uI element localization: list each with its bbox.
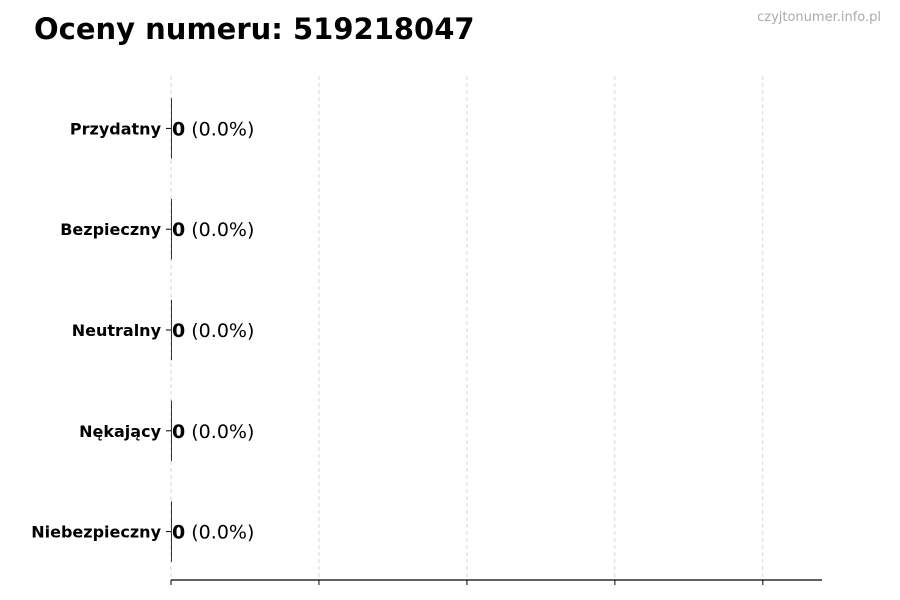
y-tick-label: Bezpieczny [60, 220, 161, 239]
data-label-percent: (0.0%) [185, 421, 254, 443]
y-tick-label: Przydatny [70, 119, 162, 138]
data-label: 0 (0.0%) [172, 522, 254, 544]
data-label-count: 0 [172, 522, 185, 544]
data-label-percent: (0.0%) [185, 118, 254, 140]
data-label-count: 0 [172, 118, 185, 140]
bar [171, 299, 172, 361]
bar [171, 98, 172, 159]
watermark: czyjtonumer.info.pl [757, 10, 881, 25]
y-tick-label: Nękający [79, 422, 161, 441]
data-label: 0 (0.0%) [172, 118, 254, 140]
chart-title: Oceny numeru: 519218047 [34, 12, 475, 46]
data-label-percent: (0.0%) [185, 522, 254, 544]
y-tick-label: Niebezpieczny [31, 523, 161, 542]
data-label-count: 0 [172, 219, 185, 241]
bar [171, 501, 172, 562]
data-label: 0 (0.0%) [172, 421, 254, 443]
bar [171, 198, 172, 260]
data-label-percent: (0.0%) [185, 219, 254, 241]
data-label: 0 (0.0%) [172, 320, 254, 342]
data-label-percent: (0.0%) [185, 320, 254, 342]
data-label-count: 0 [172, 421, 185, 443]
bar [171, 400, 172, 462]
data-label-count: 0 [172, 320, 185, 342]
data-label: 0 (0.0%) [172, 219, 254, 241]
y-tick-label: Neutralny [72, 321, 162, 340]
